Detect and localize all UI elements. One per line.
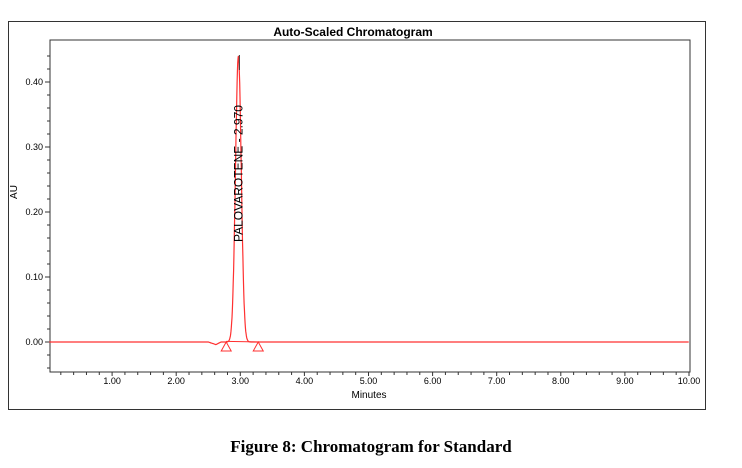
- plot-area: [49, 39, 691, 373]
- y-axis-label: AU: [9, 185, 20, 199]
- y-tick-label: 0.40: [25, 77, 43, 87]
- y-tick-label: 0.10: [25, 272, 43, 282]
- chart-title: Auto-Scaled Chromatogram: [273, 25, 432, 39]
- x-tick-label: 1.00: [103, 376, 121, 386]
- x-tick-label: 5.00: [360, 376, 378, 386]
- y-tick-label: 0.20: [25, 207, 43, 217]
- x-axis-label: Minutes: [351, 390, 386, 401]
- x-tick-label: 6.00: [424, 376, 442, 386]
- y-tick-label: 0.00: [25, 337, 43, 347]
- x-tick-label: 4.00: [296, 376, 314, 386]
- figure-caption: Figure 8: Chromatogram for Standard: [230, 437, 512, 456]
- x-tick-label: 8.00: [552, 376, 570, 386]
- chart-frame: [8, 21, 706, 410]
- x-tick-label: 9.00: [616, 376, 634, 386]
- y-tick-label: 0.30: [25, 142, 43, 152]
- integration-marker-triangle: [252, 340, 265, 352]
- integration-baseline: [226, 340, 259, 343]
- x-tick-label: 10.00: [678, 376, 701, 386]
- chromatogram-trace: [49, 55, 689, 346]
- peak-label: PALOVAROTENE - 2.970: [231, 105, 245, 242]
- x-tick-label: 7.00: [488, 376, 506, 386]
- x-tick-label: 3.00: [232, 376, 250, 386]
- integration-marker-triangle: [220, 340, 233, 352]
- x-tick-label: 2.00: [167, 376, 185, 386]
